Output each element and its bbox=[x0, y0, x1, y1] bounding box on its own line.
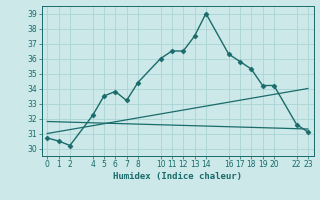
X-axis label: Humidex (Indice chaleur): Humidex (Indice chaleur) bbox=[113, 172, 242, 181]
